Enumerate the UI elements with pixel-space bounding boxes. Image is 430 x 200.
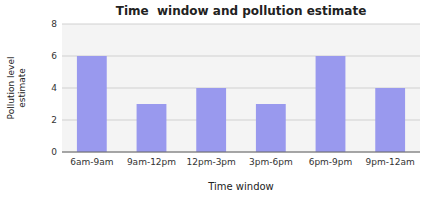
y-tick-label: 0 — [51, 147, 57, 157]
bar — [77, 56, 107, 152]
bar — [256, 104, 286, 152]
x-tick-label: 6pm-9pm — [309, 157, 353, 167]
y-axis-label-line: Pollution level — [6, 57, 16, 120]
x-tick-label: 3pm-6pm — [249, 157, 293, 167]
bar — [137, 104, 167, 152]
bar — [196, 88, 226, 152]
y-axis-label-line: estimate — [17, 68, 27, 108]
grid-line — [62, 152, 420, 153]
chart: 0 2 4 6 8 6am-9am 9am-12pm 12pm-3pm 3pm-6pm 6pm-9… — [0, 0, 430, 200]
y-axis-label: Pollution levelestimate — [6, 57, 27, 120]
bars — [77, 56, 405, 152]
x-tick-label: 12pm-3pm — [186, 157, 235, 167]
plot-background — [62, 24, 420, 152]
chart-container: 0 2 4 6 8 6am-9am 9am-12pm 12pm-3pm 3pm-6pm 6pm-9… — [0, 0, 430, 200]
y-tick-label: 8 — [51, 19, 57, 29]
grid-line — [62, 24, 420, 25]
grid-line — [62, 88, 420, 89]
grid-line — [62, 56, 420, 57]
y-tick-label: 4 — [51, 83, 57, 93]
bar — [375, 88, 405, 152]
y-tick-label: 2 — [51, 115, 57, 125]
grid-line — [62, 120, 420, 121]
y-tick-label: 6 — [51, 51, 57, 61]
x-axis-label: Time window — [207, 181, 274, 192]
x-axis-line — [62, 152, 420, 153]
title: Time window and pollution estimate — [116, 4, 367, 18]
bar — [316, 56, 346, 152]
x-tick-label: 9am-12pm — [127, 157, 176, 167]
x-tick-label: 6am-9am — [70, 157, 113, 167]
x-tick-label: 9pm-12am — [366, 157, 415, 167]
